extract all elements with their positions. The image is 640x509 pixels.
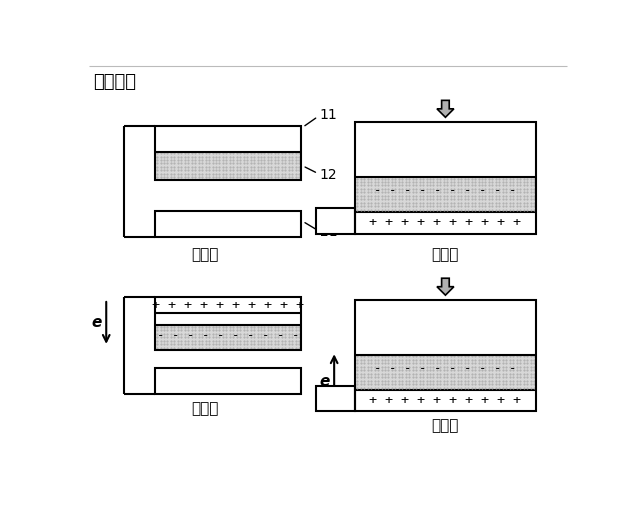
Bar (155, 152, 301, 180)
Bar (155, 297, 301, 350)
Bar (355, 300, 536, 411)
Polygon shape (437, 278, 454, 295)
Text: （ａ）: （ａ） (191, 247, 218, 263)
Bar (355, 355, 536, 390)
Text: e: e (319, 374, 330, 389)
Text: + + + + + + + + + +: + + + + + + + + + + (369, 394, 522, 407)
Text: - - - - - - - - - -: - - - - - - - - - - (374, 184, 516, 197)
Bar (155, 297, 301, 350)
Bar (355, 390, 536, 411)
Text: 21: 21 (319, 225, 337, 239)
Bar (355, 177, 536, 212)
Polygon shape (437, 100, 454, 117)
Text: + + + + + + + + + +: + + + + + + + + + + (369, 216, 522, 229)
Bar (155, 126, 301, 180)
Text: e: e (91, 316, 101, 330)
Text: 【図３】: 【図３】 (93, 73, 136, 91)
Text: （ｂ）: （ｂ） (432, 247, 459, 262)
Bar (155, 325, 301, 350)
Bar (355, 122, 536, 234)
Bar (316, 208, 355, 234)
Text: （ｃ）: （ｃ） (191, 401, 218, 416)
Text: - - - - - - - - - -: - - - - - - - - - - (157, 328, 299, 342)
Text: （ｄ）: （ｄ） (432, 418, 459, 433)
Bar (355, 300, 536, 411)
Text: 12: 12 (319, 168, 337, 182)
Bar (155, 297, 301, 313)
Text: - - - - - - - - - -: - - - - - - - - - - (374, 362, 516, 375)
Bar (155, 211, 301, 237)
Bar (355, 212, 536, 234)
Text: + + + + + + + + + +: + + + + + + + + + + (152, 299, 304, 312)
Bar (155, 369, 301, 394)
Text: 11: 11 (319, 108, 337, 122)
Bar (316, 386, 355, 411)
Bar (355, 122, 536, 234)
Bar (155, 126, 301, 180)
